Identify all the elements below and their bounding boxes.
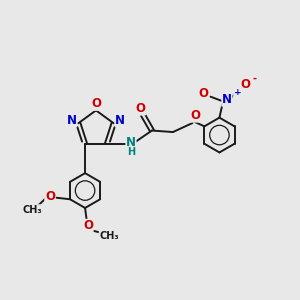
Text: O: O [240,78,250,91]
Text: N: N [126,136,136,149]
Text: O: O [136,102,146,115]
Text: N: N [115,114,125,127]
Text: O: O [45,190,55,203]
Text: O: O [83,219,93,232]
Text: N: N [67,114,77,127]
Text: O: O [190,109,200,122]
Text: CH₃: CH₃ [99,231,119,242]
Text: O: O [92,97,102,110]
Text: +: + [234,88,241,97]
Text: N: N [222,93,232,106]
Text: CH₃: CH₃ [22,205,42,215]
Text: O: O [199,87,209,100]
Text: -: - [253,74,256,84]
Text: H: H [127,147,135,157]
